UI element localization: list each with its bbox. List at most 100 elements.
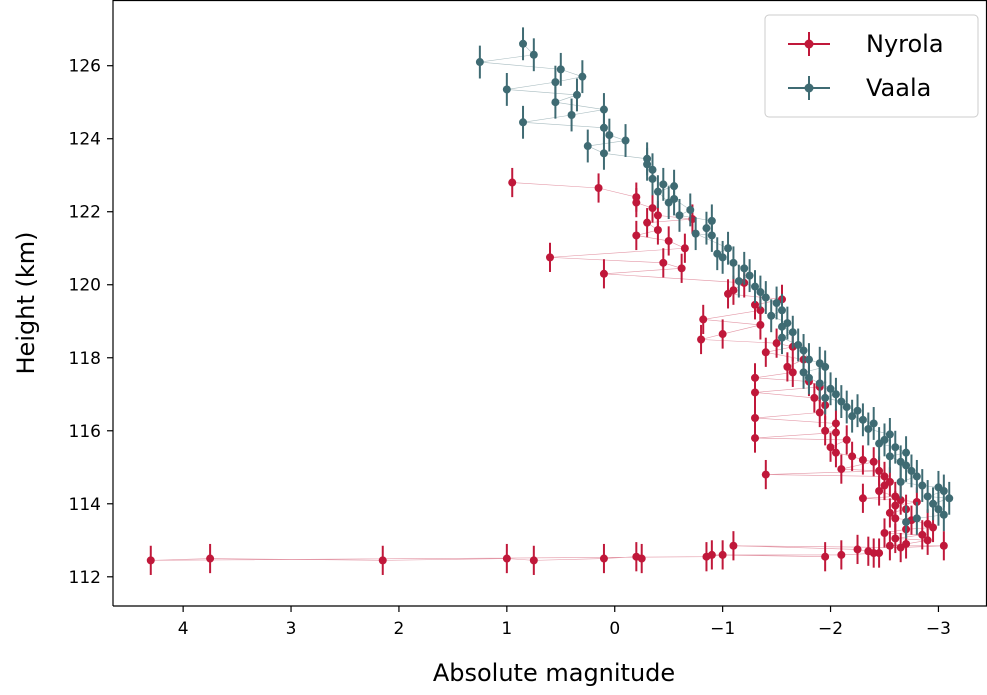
data-point <box>804 373 813 382</box>
data-point <box>556 65 565 74</box>
data-point <box>896 477 905 486</box>
series-nyrola <box>146 167 948 575</box>
data-point <box>885 541 894 550</box>
x-tick-label: 1 <box>501 619 512 639</box>
data-point <box>567 110 576 119</box>
data-point <box>659 180 668 189</box>
data-point <box>799 346 808 355</box>
data-point <box>637 554 646 563</box>
data-point <box>929 523 938 532</box>
data-point <box>707 231 716 240</box>
ticks-layer: 4 3 2 1 0 −1 −2 −3 112 114 116 118 120 122 124 126 <box>69 57 951 639</box>
y-tick-label: 112 <box>69 568 101 588</box>
legend-item-nyrola: Nyrola <box>788 30 944 58</box>
legend-item-vaala: Vaala <box>788 74 931 102</box>
legend-marker <box>804 39 814 49</box>
data-point <box>734 277 743 286</box>
data-point <box>826 384 835 393</box>
data-point <box>599 149 608 158</box>
x-tick-label: 2 <box>394 619 405 639</box>
y-tick-label: 124 <box>69 130 101 150</box>
data-point <box>767 311 776 320</box>
data-point <box>632 231 641 240</box>
legend-frame <box>764 14 979 118</box>
data-point <box>605 131 614 140</box>
data-point <box>934 505 943 514</box>
data-point <box>745 271 754 280</box>
data-point <box>788 328 797 337</box>
data-point <box>880 481 889 490</box>
data-point <box>891 514 900 523</box>
data-point <box>724 244 733 253</box>
data-point <box>659 258 668 267</box>
data-point <box>939 487 948 496</box>
data-point <box>475 58 484 67</box>
data-point <box>864 424 873 433</box>
data-point <box>648 204 657 213</box>
data-point <box>751 300 760 309</box>
data-point <box>939 541 948 550</box>
data-point <box>699 315 708 324</box>
data-point <box>837 465 846 474</box>
data-point <box>821 552 830 561</box>
data-point <box>907 466 916 475</box>
x-tick-label: −1 <box>710 619 735 639</box>
data-point <box>837 550 846 559</box>
data-point <box>702 552 711 561</box>
data-point <box>702 224 711 233</box>
data-point <box>599 123 608 132</box>
data-point <box>551 78 560 87</box>
data-point <box>751 413 760 422</box>
data-point <box>842 435 851 444</box>
data-point <box>891 443 900 452</box>
data-point <box>502 554 511 563</box>
y-tick-label: 118 <box>69 349 101 369</box>
data-point <box>729 541 738 550</box>
data-point <box>923 492 932 501</box>
data-point <box>751 434 760 443</box>
data-point <box>594 184 603 193</box>
data-point <box>508 178 517 187</box>
data-point <box>831 428 840 437</box>
data-point <box>896 496 905 505</box>
data-point <box>815 408 824 417</box>
data-point <box>815 379 824 388</box>
data-point <box>583 142 592 151</box>
data-point <box>519 39 528 48</box>
data-point <box>923 536 932 545</box>
series-vaala <box>475 27 954 539</box>
legend-label: Vaala <box>866 74 931 102</box>
data-point <box>756 320 765 329</box>
data-point <box>718 330 727 339</box>
data-point <box>670 194 679 203</box>
data-point <box>599 554 608 563</box>
data-point <box>912 472 921 481</box>
data-point <box>146 556 155 565</box>
data-point <box>885 508 894 517</box>
data-point <box>777 333 786 342</box>
data-point <box>939 510 948 519</box>
data-point <box>858 494 867 503</box>
data-point <box>502 85 511 94</box>
data-point <box>875 549 884 558</box>
x-tick-label: 0 <box>609 619 620 639</box>
data-point <box>945 494 954 503</box>
data-point <box>875 466 884 475</box>
data-point <box>794 340 803 349</box>
x-axis-label: Absolute magnitude <box>433 659 675 687</box>
data-point <box>664 236 673 245</box>
data-point <box>853 406 862 415</box>
data-point <box>929 499 938 508</box>
data-point <box>848 452 857 461</box>
data-point <box>853 545 862 554</box>
series-layer <box>146 27 954 575</box>
data-point <box>875 439 884 448</box>
data-point <box>697 335 706 344</box>
y-tick-label: 116 <box>69 422 101 442</box>
x-tick-label: −2 <box>818 619 843 639</box>
data-point <box>653 225 662 234</box>
legend: Nyrola Vaala <box>764 14 979 118</box>
data-point <box>891 534 900 543</box>
data-point <box>756 288 765 297</box>
